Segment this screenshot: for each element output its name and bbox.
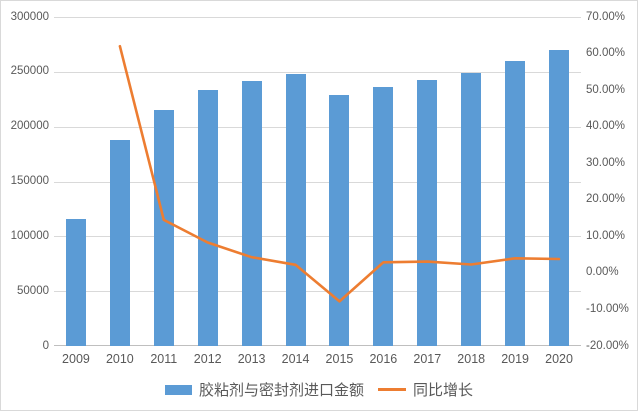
bar-2011 (153, 110, 174, 346)
growth-line (118, 44, 561, 303)
gridline (54, 71, 581, 73)
bar-2009 (65, 218, 86, 346)
x-axis-label: 2020 (545, 352, 573, 366)
x-axis-line (54, 345, 581, 346)
legend: 胶粘剂与密封剂进口金额 同比增长 (1, 379, 637, 400)
right-axis-tick-label: -20.00% (586, 339, 629, 352)
left-axis-tick-label: 150000 (10, 175, 49, 187)
legend-line-label: 同比增长 (413, 382, 474, 399)
plot-area (54, 17, 581, 346)
right-axis-tick-label: 50.00% (586, 83, 626, 96)
legend-line-swatch-icon (378, 388, 406, 391)
right-axis-tick-label: 10.00% (586, 229, 626, 242)
legend-bar-label: 胶粘剂与密封剂进口金额 (198, 382, 364, 399)
right-axis-tick-label: 70.00% (586, 10, 626, 23)
bar-2013 (241, 80, 262, 346)
bar-2018 (461, 72, 482, 346)
bar-2017 (417, 79, 438, 346)
left-axis-tick-label: 100000 (10, 229, 49, 242)
bar-2012 (197, 90, 218, 346)
bar-2010 (109, 139, 130, 346)
x-axis-label: 2009 (62, 352, 90, 366)
x-axis-label: 2018 (457, 352, 486, 366)
x-axis-label: 2014 (281, 352, 310, 366)
gridline (54, 291, 581, 293)
x-axis-label: 2012 (193, 352, 222, 366)
gridline (54, 17, 581, 18)
x-axis-label: 2015 (325, 352, 354, 366)
left-axis-tick-label: 300000 (10, 10, 49, 23)
left-axis-tick-label: 0 (42, 339, 49, 352)
right-axis-tick-label: 0.00% (586, 266, 619, 279)
x-axis-label: 2011 (150, 352, 178, 366)
bar-2015 (329, 94, 350, 346)
growth-line-layer (118, 44, 561, 303)
gridline (54, 181, 581, 183)
left-axis-tick-label: 250000 (10, 65, 49, 78)
bar-2014 (285, 74, 306, 346)
x-axis-label: 2013 (237, 352, 266, 366)
right-axis-tick-label: 60.00% (586, 47, 626, 60)
bar-2016 (373, 87, 394, 346)
right-axis-tick-label: 20.00% (586, 193, 626, 206)
bar-2019 (505, 60, 526, 346)
x-axis-label: 2017 (413, 352, 442, 366)
gridline (54, 236, 581, 238)
left-axis-tick-label: 50000 (17, 284, 49, 297)
x-axis-label: 2016 (369, 352, 398, 366)
right-axis-tick-label: -10.00% (586, 302, 629, 315)
x-axis-label: 2019 (501, 352, 530, 366)
x-axis-label: 2010 (105, 352, 134, 366)
legend-bar-swatch-icon (164, 384, 192, 395)
right-axis-tick-label: 30.00% (586, 156, 626, 169)
right-axis-tick-label: 40.00% (586, 120, 626, 133)
gridline (54, 126, 581, 128)
bar-2020 (549, 49, 570, 346)
left-axis-tick-label: 200000 (10, 120, 49, 133)
